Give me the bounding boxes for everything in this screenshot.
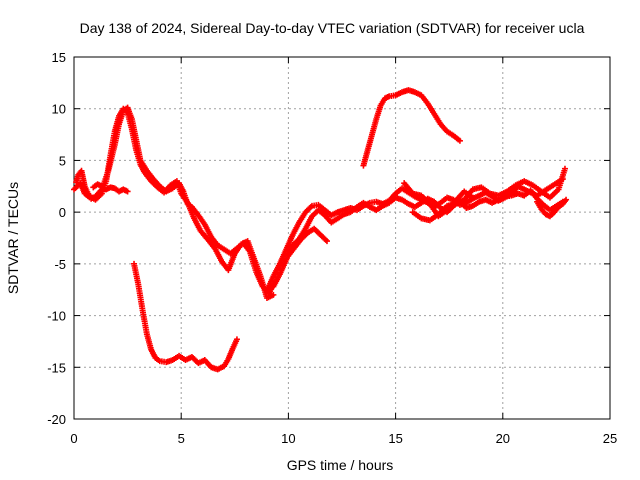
series-arc-11: [360, 87, 463, 169]
series-arc-3: [90, 181, 131, 195]
data-point: [270, 291, 277, 298]
plot-frame: [73, 56, 611, 420]
data-point: [561, 165, 568, 172]
series-arc-7: [285, 225, 330, 259]
data-point: [469, 194, 476, 201]
y-tick-label: 10: [52, 102, 66, 117]
grid-lines: [74, 57, 610, 419]
x-tick-label: 0: [70, 431, 77, 446]
y-tick-label: -5: [54, 257, 66, 272]
x-tick-label: 25: [603, 431, 617, 446]
series-arc-2: [73, 105, 277, 301]
y-tick-label: 15: [52, 50, 66, 65]
data-point: [323, 238, 330, 245]
axis-ticks: 0 5 10 15 20 25 -20 -15 -10 -5 0 5 10 15: [47, 50, 617, 446]
y-axis-label: SDTVAR / TECUs: [5, 182, 21, 294]
y-tick-label: 0: [59, 205, 66, 220]
x-tick-label: 5: [178, 431, 185, 446]
x-tick-label: 15: [388, 431, 402, 446]
series-arc-4: [131, 260, 240, 373]
data-point: [456, 137, 463, 144]
data-point: [563, 196, 570, 203]
data-point: [124, 188, 131, 195]
series-arc-10: [534, 196, 570, 220]
x-tick-label: 10: [281, 431, 295, 446]
data-markers: [71, 87, 570, 373]
y-tick-label: -15: [47, 360, 66, 375]
data-point: [233, 336, 240, 343]
series-arc-9: [409, 165, 568, 224]
x-axis-label: GPS time / hours: [287, 457, 394, 473]
x-tick-label: 20: [496, 431, 510, 446]
y-tick-label: -20: [47, 412, 66, 427]
y-tick-label: 5: [59, 153, 66, 168]
chart-title: Day 138 of 2024, Sidereal Day-to-day VTE…: [80, 20, 585, 36]
y-tick-label: -10: [47, 309, 66, 324]
series-arc-1: [71, 104, 277, 296]
